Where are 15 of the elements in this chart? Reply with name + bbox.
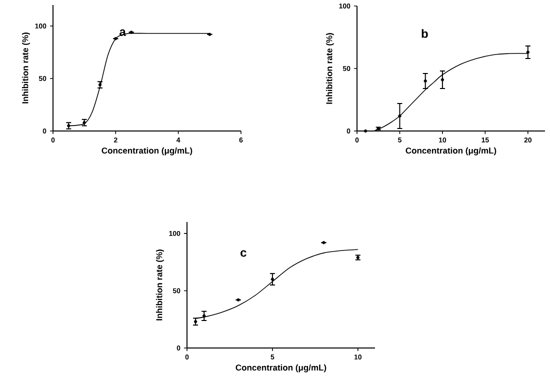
x-axis-title: Concentration (μg/mL)	[406, 147, 496, 156]
y-axis-title: Inhibition rate (%)	[22, 32, 30, 104]
x-axis-title: Concentration (μg/mL)	[236, 364, 326, 372]
point	[440, 78, 444, 82]
annotation: c	[240, 250, 246, 257]
point	[526, 50, 530, 54]
point	[270, 278, 274, 281]
y-axis-title: Inhibition rate (%)	[156, 250, 164, 320]
point	[398, 114, 402, 118]
annotation: b	[422, 29, 428, 38]
y-axis-title: Inhibition rate (%)	[326, 33, 334, 104]
x-axis-title: Concentration (μg/mL)	[102, 147, 192, 156]
point	[202, 314, 206, 318]
point	[194, 320, 198, 324]
point	[424, 79, 427, 83]
